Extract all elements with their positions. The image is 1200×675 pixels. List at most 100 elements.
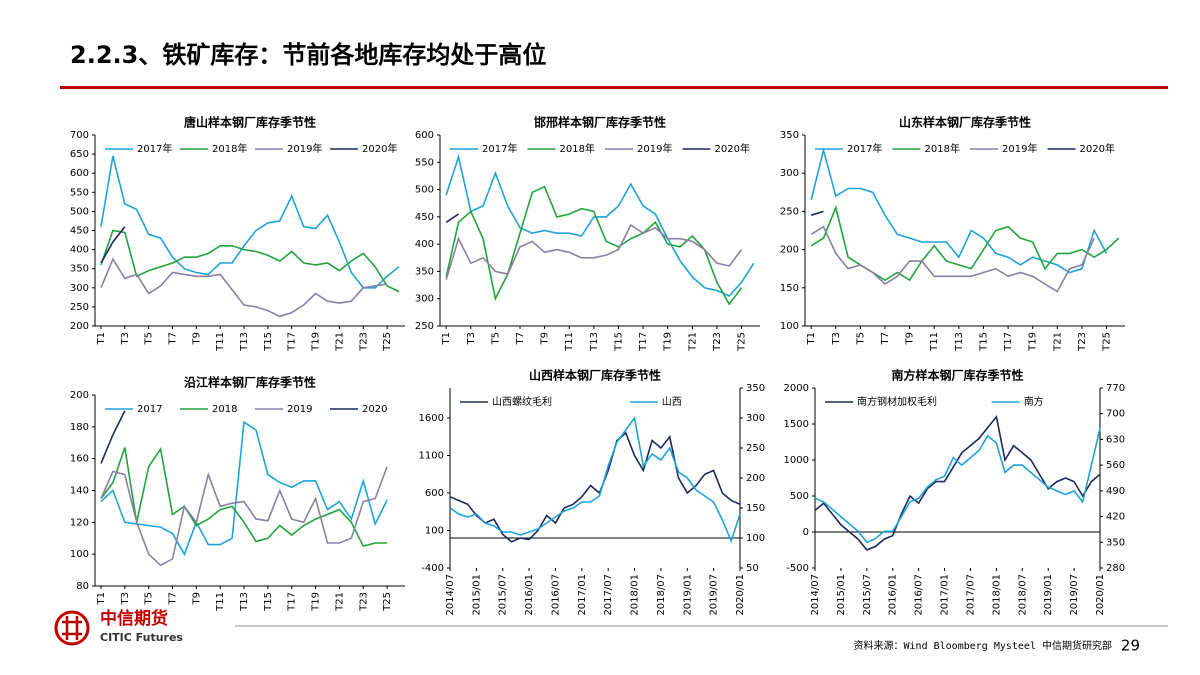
y-tick-label: 400 <box>415 239 434 250</box>
x-tick-label: T7 <box>168 592 179 605</box>
x-tick-label: 2017/01 <box>577 574 588 616</box>
series-line <box>100 257 388 318</box>
x-tick-label: 2015/07 <box>862 574 873 616</box>
x-tick-label: T25 <box>737 332 748 352</box>
y-tick-label: 1500 <box>784 419 809 430</box>
x-tick-label: 2019/01 <box>682 574 693 616</box>
x-tick-label: T1 <box>96 592 107 605</box>
series-line <box>449 431 741 543</box>
x-tick-label: T5 <box>144 332 155 345</box>
x-tick-label: T3 <box>831 332 842 345</box>
y-tick-label: 500 <box>70 206 89 217</box>
series-line <box>100 447 388 548</box>
x-tick-label: T5 <box>490 332 501 345</box>
logo: 中信期货 CITIC Futures <box>54 608 183 646</box>
chart-title: 沿江样本钢厂库存季节性 <box>183 375 316 390</box>
series-line <box>445 213 459 223</box>
x-tick-label: T9 <box>191 592 202 605</box>
x-tick-label: 2015/07 <box>498 574 509 616</box>
y2-tick-label: 350 <box>1106 537 1125 548</box>
chart: 邯邢样本钢厂库存季节性 250 300 350 400 450 500 550 600 T1 T3 T… <box>415 115 760 352</box>
x-tick-label: 2018/07 <box>656 574 667 616</box>
series-line <box>445 223 743 280</box>
x-tick-label: 2017/01 <box>940 574 951 616</box>
x-tick-label: T23 <box>358 592 369 612</box>
legend-label: 2019年 <box>1002 142 1037 155</box>
x-tick-label: T3 <box>120 592 131 605</box>
x-tick-label: T17 <box>287 592 298 612</box>
x-tick-label: T15 <box>613 332 624 352</box>
series-line <box>100 466 388 567</box>
y2-tick-label: 300 <box>746 413 765 424</box>
x-tick-label: T25 <box>382 332 393 352</box>
y-tick-label: 600 <box>425 488 444 499</box>
y2-tick-label: 350 <box>746 383 765 394</box>
y-tick-label: 250 <box>780 206 799 217</box>
y-tick-label: 100 <box>70 549 89 560</box>
x-tick-label: T1 <box>806 332 817 345</box>
x-tick-label: T9 <box>191 332 202 345</box>
legend-label: 2017年 <box>847 142 882 155</box>
x-tick-label: T15 <box>263 592 274 612</box>
y2-tick-label: 630 <box>1106 434 1125 445</box>
y-tick-label: -400 <box>421 563 444 574</box>
y-tick-label: 700 <box>70 130 89 141</box>
y-tick-label: 140 <box>70 486 89 497</box>
y-tick-label: 250 <box>70 302 89 313</box>
y-tick-label: 1100 <box>419 451 444 462</box>
chart-title: 山西样本钢厂库存季节性 <box>529 368 661 383</box>
y2-tick-label: 200 <box>746 473 765 484</box>
y-tick-label: 500 <box>790 491 809 502</box>
y-tick-label: 100 <box>425 526 444 537</box>
series-line <box>810 225 1095 293</box>
x-tick-label: T13 <box>239 332 250 352</box>
y2-tick-label: 150 <box>746 503 765 514</box>
x-tick-label: T9 <box>540 332 551 345</box>
y-tick-label: 160 <box>70 454 89 465</box>
y-tick-label: 200 <box>780 245 799 256</box>
series-line <box>814 428 1101 544</box>
legend-label: 2019年 <box>287 142 322 155</box>
x-tick-label: 2016/01 <box>888 574 899 616</box>
series-line <box>100 155 400 289</box>
legend-label: 2018年 <box>560 142 595 155</box>
chart: 山西样本钢厂库存季节性 -400 100 600 1100 1600 50 100 150 200… <box>419 368 766 616</box>
x-tick-label: T19 <box>311 332 322 352</box>
y2-tick-label: 50 <box>746 563 759 574</box>
x-tick-label: T21 <box>1052 332 1063 352</box>
series-line <box>814 414 1101 551</box>
x-tick-label: 2019/07 <box>709 574 720 616</box>
y-tick-label: 600 <box>415 130 434 141</box>
series-line <box>445 185 743 306</box>
x-tick-label: T3 <box>466 332 477 345</box>
logo-cn: 中信期货 <box>100 608 168 629</box>
x-tick-label: T5 <box>855 332 866 345</box>
y2-tick-label: 250 <box>746 443 765 454</box>
x-tick-label: 2016/01 <box>524 574 535 616</box>
x-tick-label: T5 <box>144 592 155 605</box>
x-tick-label: 2017/07 <box>603 574 614 616</box>
x-tick-label: T23 <box>358 332 369 352</box>
x-tick-label: 2020/01 <box>735 574 746 616</box>
slide-title: 2.2.3、铁矿库存：节前各地库存均处于高位 <box>70 41 546 69</box>
x-tick-label: T17 <box>1003 332 1014 352</box>
legend-label: 2017 <box>137 404 162 415</box>
x-tick-label: 2018/01 <box>630 574 641 616</box>
y-tick-label: 300 <box>70 283 89 294</box>
x-tick-label: T23 <box>712 332 723 352</box>
logo-mark <box>62 616 82 640</box>
y-tick-label: 200 <box>70 321 89 332</box>
legend-label: 山西螺纹毛利 <box>492 395 552 408</box>
x-tick-label: 2019/07 <box>1069 574 1080 616</box>
series-line <box>445 153 755 297</box>
chart: 沿江样本钢厂库存季节性 80 100 120 140 160 180 200 T1 T3 T5 T7 T… <box>70 375 405 612</box>
y-tick-label: -500 <box>786 563 809 574</box>
x-tick-label: 2017/07 <box>965 574 976 616</box>
y2-tick-label: 100 <box>746 533 765 544</box>
x-tick-label: T11 <box>564 332 575 352</box>
y-tick-label: 0 <box>803 527 809 538</box>
x-tick-label: T17 <box>287 332 298 352</box>
y-tick-label: 350 <box>415 266 434 277</box>
x-tick-label: T19 <box>663 332 674 352</box>
